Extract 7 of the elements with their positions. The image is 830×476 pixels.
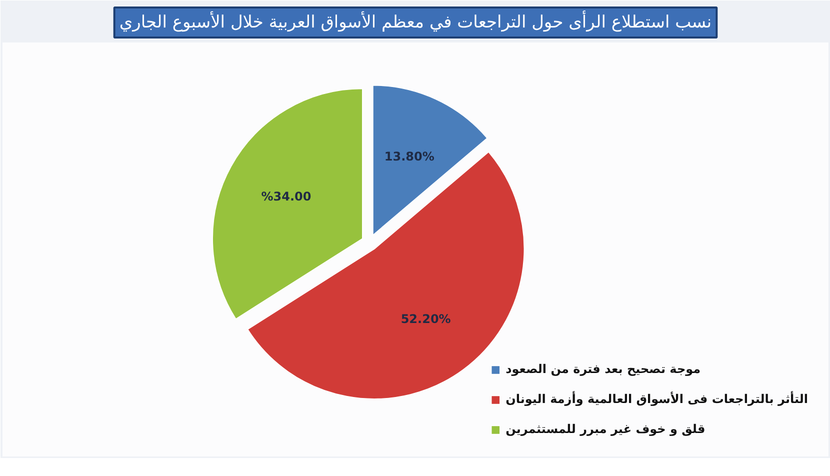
data-label: 52.20% [400, 312, 451, 326]
data-label: %34.00 [261, 190, 312, 204]
legend-label: قلق و خوف غير مبرر للمستثمرين [506, 422, 706, 436]
chart-title: نسب استطلاع الرأى حول التراجعات في معظم الأسواق العربية خلال الأسبوع الجاري [119, 10, 712, 32]
data-label: 13.80% [384, 149, 434, 164]
legend-label: موجة تصحيح بعد فترة من الصعود [506, 362, 701, 376]
legend-label: التأثر بالتراجعات فى الأسواق العالمية وأزمة اليونان [506, 392, 808, 406]
